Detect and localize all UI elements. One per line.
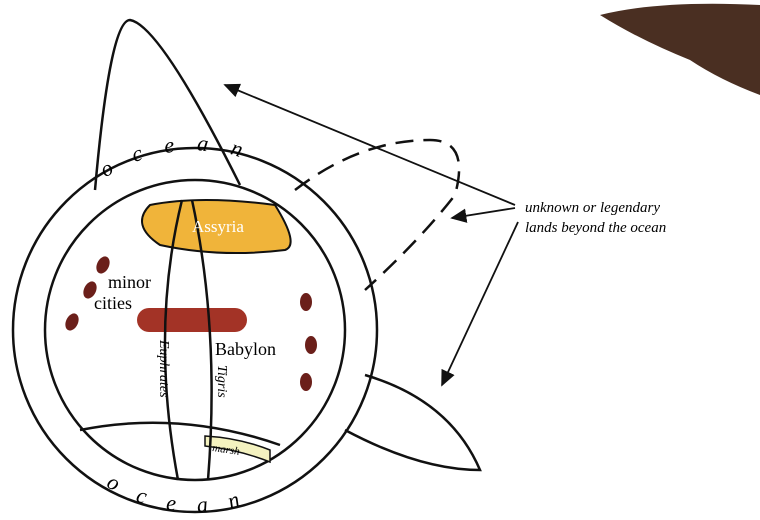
rock: [600, 4, 760, 95]
land-spike: [345, 375, 480, 470]
babylon-region: [137, 308, 247, 332]
caption: unknown or legendary: [525, 200, 660, 216]
river-label: Euphrates: [156, 339, 171, 398]
cities-label: cities: [94, 293, 132, 313]
land-spike: [295, 140, 459, 290]
caption: lands beyond the ocean: [525, 220, 666, 236]
ocean-label: ocean: [103, 469, 263, 518]
region-label: marsh: [212, 442, 241, 458]
region-label: Assyria: [192, 217, 244, 236]
marsh-line: [80, 423, 280, 445]
ocean-label: ocean: [96, 130, 268, 182]
map: ocean ocean Assyria Babylon marsh minor …: [0, 0, 760, 520]
region-label: Babylon: [215, 339, 276, 359]
cities-label: minor: [108, 272, 151, 292]
river-label: Tigris: [214, 365, 229, 398]
